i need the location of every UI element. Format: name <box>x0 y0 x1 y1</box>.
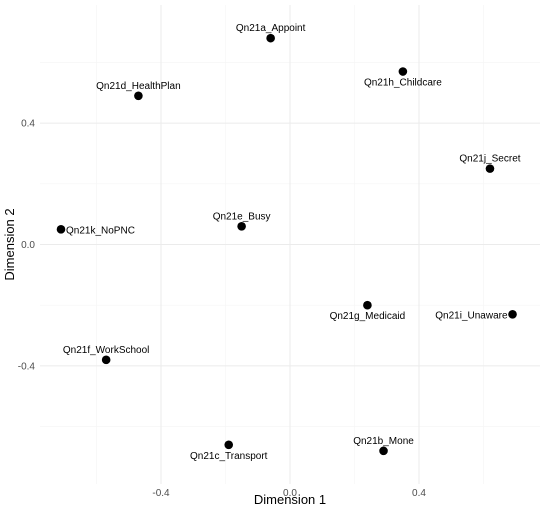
data-point <box>237 221 246 231</box>
x-tick-label: 0.4 <box>412 488 426 499</box>
point-label: Qn21i_Unaware <box>435 310 508 321</box>
data-point <box>508 309 517 319</box>
point-label: Qn21b_Mone <box>353 436 414 447</box>
point-label: Qn21k_NoPNC <box>66 225 135 236</box>
point-label: Qn21e_Busy <box>213 211 271 222</box>
y-tick-label: 0.0 <box>21 240 35 251</box>
point-labels: Qn21a_Appoint Qn21d_HealthPlan Qn21h_Child… <box>63 23 521 462</box>
point-label: Qn21j_Secret <box>459 154 520 165</box>
tick-labels: -0.4 0.0 0.4 -0.4 0.0 0.4 <box>18 119 427 499</box>
y-tick-label: -0.4 <box>18 361 36 372</box>
data-point <box>363 300 372 310</box>
grid <box>40 5 540 484</box>
data-point <box>224 440 234 450</box>
data-point <box>266 33 275 43</box>
point-label: Qn21a_Appoint <box>236 23 306 34</box>
y-tick-label: 0.4 <box>21 119 35 130</box>
x-axis-title: Dimension 1 <box>254 492 326 507</box>
data-point <box>379 446 388 456</box>
data-point <box>485 164 495 173</box>
x-tick-label: -0.4 <box>152 488 170 499</box>
data-point <box>101 355 111 365</box>
x-tick-label: 0.0 <box>283 488 297 499</box>
point-label: Qn21c_Transport <box>190 451 268 462</box>
point-label: Qn21f_WorkSchool <box>63 345 150 356</box>
data-point <box>56 225 66 234</box>
y-axis-title: Dimension 2 <box>2 208 17 280</box>
point-label: Qn21d_HealthPlan <box>96 81 181 92</box>
data-point <box>398 67 408 76</box>
data-point <box>134 91 143 101</box>
data-points <box>56 33 517 456</box>
point-label: Qn21h_Childcare <box>364 78 442 89</box>
point-label: Qn21g_Medicaid <box>330 311 406 322</box>
